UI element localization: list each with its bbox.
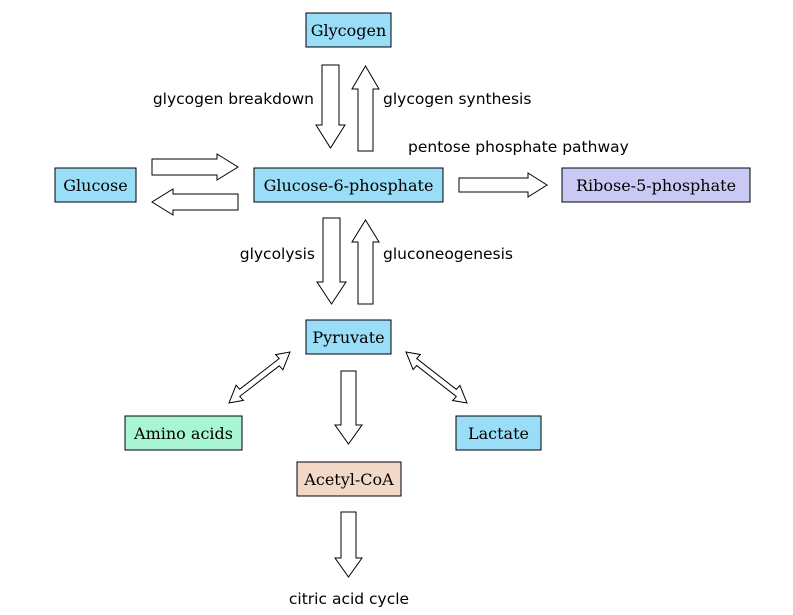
amino-acids-label: Amino acids: [133, 424, 233, 443]
glycogen-box: [305, 12, 392, 48]
gluconeogenesis-label: gluconeogenesis: [383, 245, 513, 263]
amino-acids-box: [124, 415, 243, 451]
glycolysis-arrow: [316, 217, 347, 305]
lactate-box: [455, 415, 542, 451]
pentose-phosphate-arrow: [458, 172, 548, 198]
pyruvate-to-acetyl-coa-arrow: [334, 370, 363, 445]
acetyl-coa-label: Acetyl-CoA: [303, 470, 394, 489]
glycogen-breakdown-label: glycogen breakdown: [153, 90, 314, 108]
glucose-6-phosphate-label: Glucose-6-phosphate: [264, 176, 434, 195]
gluconeogenesis-arrow: [351, 219, 380, 305]
acetyl-coa-to-citric-acid-cycle-arrow: [334, 511, 363, 578]
glucose-label: Glucose: [63, 176, 127, 195]
glycogen-label: Glycogen: [311, 21, 387, 40]
pyruvate-amino-acids-arrow: [228, 351, 291, 404]
ribose-5-phosphate-label: Ribose-5-phosphate: [576, 176, 736, 195]
glycolysis-label: glycolysis: [240, 245, 315, 263]
glucose-6-phosphate-box: [253, 167, 444, 203]
acetyl-coa-box: [296, 461, 402, 497]
glycogen-breakdown-arrow: [315, 64, 346, 149]
g6p-to-glucose-arrow: [151, 188, 239, 216]
glycogen-synthesis-arrow: [351, 65, 380, 152]
glycogen-synthesis-label: glycogen synthesis: [383, 90, 531, 108]
ribose-5-phosphate-box: [561, 167, 751, 203]
pyruvate-box: [305, 319, 392, 355]
glucose-to-g6p-arrow: [151, 153, 239, 181]
glucose-box: [54, 167, 137, 203]
citric-acid-cycle-label: citric acid cycle: [289, 590, 409, 608]
pyruvate-lactate-arrow: [405, 351, 468, 404]
lactate-label: Lactate: [468, 424, 529, 443]
pentose-phosphate-pathway-label: pentose phosphate pathway: [408, 138, 629, 156]
pyruvate-label: Pyruvate: [312, 328, 384, 347]
